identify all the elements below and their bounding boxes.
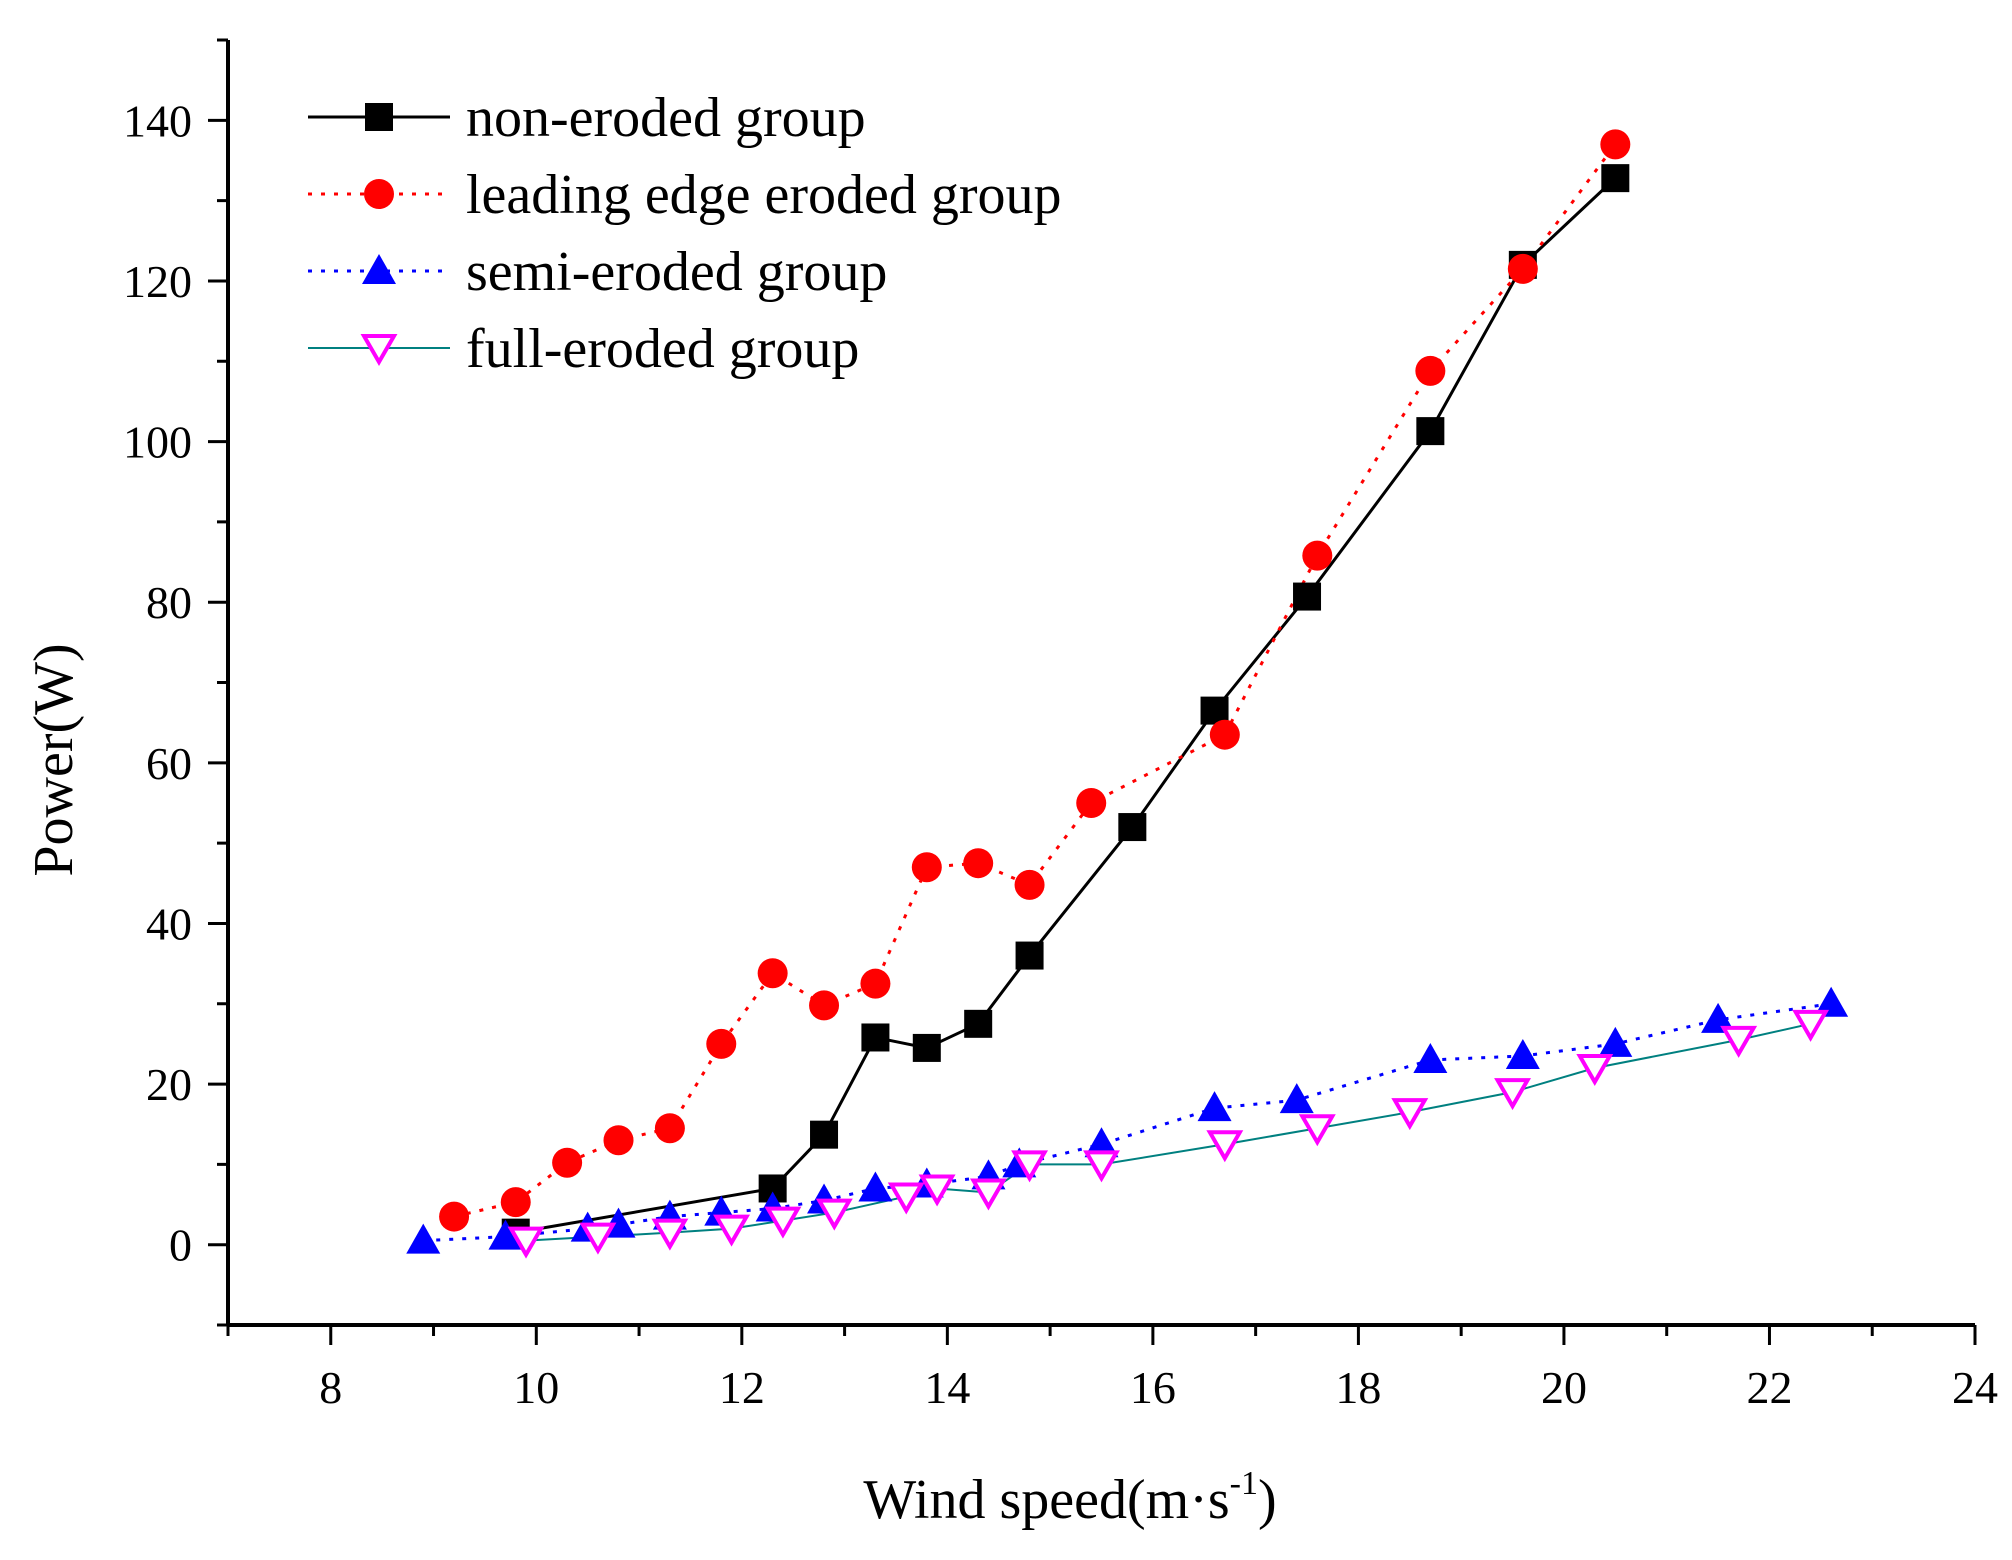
data-point-s2 (654, 1113, 685, 1144)
data-point-s3 (406, 1223, 441, 1254)
x-tick-label: 12 (719, 1362, 765, 1413)
y-tick-label: 120 (123, 256, 192, 307)
legend-marker-1 (365, 103, 393, 131)
data-point-s2 (706, 1028, 737, 1059)
data-point-s2 (911, 852, 942, 883)
x-tick-label: 10 (513, 1362, 559, 1413)
data-point-s2 (439, 1201, 470, 1232)
x-axis-title-end: ) (1258, 1469, 1277, 1531)
series-line-4 (525, 1022, 1811, 1242)
series-line-2 (453, 143, 1617, 1219)
y-tick-label: 140 (123, 95, 192, 146)
axes: 8 10 12 14 16 18 20 22 24 0 20 40 60 80 100 120 140 (123, 38, 1998, 1413)
data-point-s2 (1507, 253, 1538, 284)
data-point-s3 (1598, 1026, 1633, 1057)
data-point-s2 (1076, 787, 1107, 818)
data-point-s1 (1015, 941, 1044, 970)
legend-label-4: full-eroded group (466, 318, 859, 380)
y-tick-label: 20 (146, 1059, 192, 1110)
data-point-s2 (1600, 129, 1631, 160)
data-point-s3 (1279, 1083, 1314, 1114)
data-point-s3 (1413, 1042, 1448, 1073)
data-point-s2 (809, 990, 840, 1021)
x-tick-label: 22 (1746, 1362, 1792, 1413)
x-axis-title-main: Wind speed(m·s (863, 1469, 1229, 1531)
series-lines (423, 143, 1832, 1243)
data-point-s3 (1701, 1002, 1736, 1033)
data-point-s4 (1792, 1009, 1830, 1042)
data-point-s4 (713, 1214, 751, 1247)
x-tick-label: 8 (319, 1362, 342, 1413)
data-point-s4 (969, 1178, 1007, 1211)
data-point-s1 (1293, 582, 1322, 611)
legend-label-1: non-eroded group (466, 87, 866, 149)
y-tick-label: 40 (146, 898, 192, 949)
data-point-s4 (507, 1226, 545, 1259)
series-markers (406, 129, 1849, 1259)
legend: non-eroded group leading edge eroded grou… (308, 87, 1062, 380)
y-tick-label: 100 (123, 417, 192, 468)
data-point-s4 (1083, 1150, 1120, 1183)
legend-marker-3 (362, 254, 396, 284)
data-point-s1 (1601, 164, 1630, 193)
data-point-s4 (1720, 1025, 1758, 1058)
legend-label-3: semi-eroded group (466, 241, 887, 303)
data-point-s2 (552, 1147, 583, 1178)
data-point-s1 (912, 1033, 941, 1062)
data-point-s1 (861, 1023, 890, 1052)
data-point-s4 (1298, 1114, 1336, 1147)
data-point-s4 (1011, 1150, 1049, 1183)
data-point-s2 (1302, 540, 1333, 571)
y-tick-label: 60 (146, 738, 192, 789)
legend-marker-4 (360, 334, 398, 367)
data-point-s2 (500, 1187, 531, 1218)
data-point-s2 (757, 958, 788, 989)
data-point-s1 (964, 1009, 993, 1038)
legend-label-2: leading edge eroded group (466, 164, 1062, 226)
data-point-s4 (887, 1182, 925, 1215)
data-point-s4 (579, 1222, 617, 1255)
data-point-s3 (488, 1219, 523, 1250)
data-point-s1 (1118, 813, 1147, 842)
data-point-s3 (1197, 1091, 1232, 1122)
data-point-s1 (810, 1120, 839, 1149)
data-point-s4 (1206, 1130, 1244, 1163)
x-tick-label: 16 (1130, 1362, 1176, 1413)
x-axis-title: Wind speed(m·s-1) (863, 1465, 1276, 1531)
data-point-s4 (1576, 1054, 1614, 1087)
data-point-s4 (764, 1206, 802, 1239)
x-tick-label: 18 (1335, 1362, 1381, 1413)
x-tick-label: 24 (1952, 1362, 1998, 1413)
y-axis-title: Power(W) (23, 643, 85, 876)
data-point-s3 (1814, 986, 1849, 1017)
x-tick-label: 20 (1541, 1362, 1587, 1413)
data-point-s4 (815, 1198, 853, 1231)
y-tick-label: 80 (146, 577, 192, 628)
series-line-3 (423, 1002, 1832, 1243)
data-point-s4 (1494, 1078, 1532, 1111)
data-point-s3 (1505, 1038, 1540, 1069)
data-point-s2 (963, 848, 994, 879)
data-point-s4 (1391, 1098, 1429, 1131)
data-point-s2 (603, 1125, 634, 1156)
data-point-s2 (860, 968, 891, 999)
data-point-s2 (1014, 869, 1045, 900)
data-point-s4 (918, 1174, 956, 1207)
data-point-s3 (858, 1171, 893, 1202)
data-point-s1 (1416, 417, 1445, 446)
data-point-s4 (651, 1218, 689, 1251)
data-point-s3 (1084, 1127, 1119, 1158)
x-tick-label: 14 (924, 1362, 970, 1413)
x-axis-title-superscript: -1 (1230, 1465, 1258, 1502)
data-point-s2 (1415, 355, 1446, 386)
data-point-s2 (1209, 719, 1240, 750)
y-tick-label: 0 (169, 1220, 192, 1271)
legend-marker-2 (364, 179, 394, 209)
